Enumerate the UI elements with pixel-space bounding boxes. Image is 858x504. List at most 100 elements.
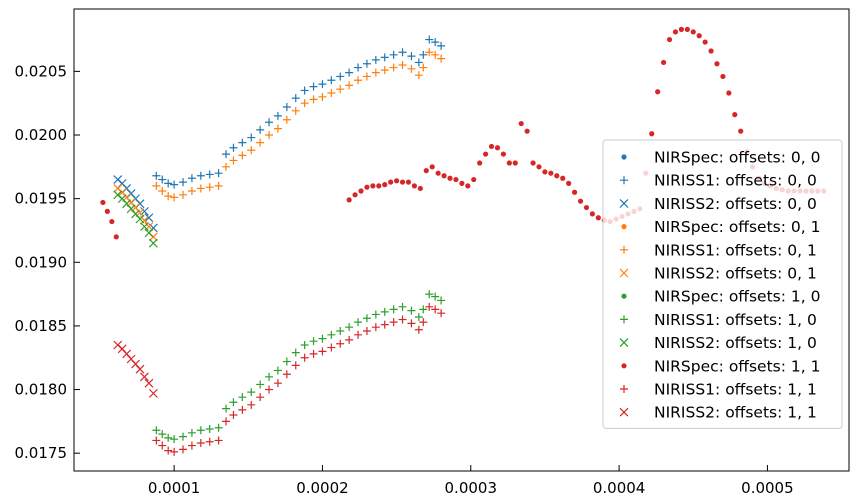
data-point	[583, 204, 590, 211]
data-point	[417, 185, 423, 192]
y-tick-label: 0.0180	[15, 381, 68, 399]
data-point	[336, 72, 345, 81]
legend-label: NIRSpec: offsets: 0, 0	[654, 149, 820, 167]
legend-item: NIRSpec: offsets: 0, 1	[621, 218, 820, 236]
data-point	[318, 347, 327, 356]
data-point	[214, 436, 223, 445]
data-point	[336, 339, 345, 348]
data-point	[362, 327, 371, 335]
data-point	[256, 393, 265, 402]
data-point	[164, 179, 173, 188]
data-point	[238, 393, 247, 402]
series-1	[152, 35, 446, 189]
data-point	[726, 90, 732, 96]
data-point	[309, 95, 318, 104]
data-point	[309, 82, 318, 91]
legend-item: NIRSpec: offsets: 1, 1	[621, 357, 820, 375]
data-point	[300, 341, 309, 349]
data-point	[437, 309, 446, 318]
data-point	[371, 323, 380, 332]
data-point	[300, 353, 309, 362]
data-point	[291, 94, 300, 103]
legend-marker	[619, 268, 629, 278]
x-tick-label: 0.0002	[296, 479, 349, 497]
data-point	[414, 325, 423, 334]
data-point	[144, 213, 154, 223]
data-point	[362, 59, 371, 68]
legend-item: NIRISS2: offsets: 0, 0	[619, 195, 817, 213]
data-point	[170, 435, 179, 444]
data-point	[595, 215, 601, 221]
data-point	[327, 330, 336, 339]
x-tick-label: 0.0003	[445, 479, 498, 497]
data-point	[690, 29, 696, 35]
data-point	[394, 178, 400, 184]
data-point	[362, 72, 371, 81]
data-point	[536, 164, 542, 170]
data-point	[238, 151, 247, 160]
data-point	[419, 50, 428, 59]
data-point	[170, 180, 179, 189]
data-point	[684, 26, 690, 32]
data-point	[113, 234, 119, 240]
data-point	[170, 193, 179, 202]
data-point	[380, 307, 389, 316]
data-point	[437, 41, 446, 50]
data-point	[158, 430, 167, 439]
data-point	[273, 366, 282, 375]
legend-item: NIRISS1: offsets: 1, 0	[620, 311, 817, 329]
data-point	[265, 372, 274, 381]
data-point	[494, 145, 501, 151]
data-point	[405, 179, 412, 185]
data-point	[187, 441, 196, 450]
data-point	[571, 189, 578, 195]
legend-item: NIRSpec: offsets: 1, 0	[621, 288, 820, 306]
data-point	[548, 170, 554, 176]
data-point	[376, 183, 382, 189]
data-point	[354, 318, 363, 327]
data-point	[407, 306, 416, 315]
data-point	[678, 26, 684, 32]
x-tick-label: 0.0005	[741, 479, 794, 497]
data-point	[389, 305, 398, 314]
data-point	[371, 55, 380, 64]
data-point	[164, 192, 173, 201]
legend-label: NIRSpec: offsets: 1, 0	[654, 288, 820, 306]
data-point	[672, 29, 679, 35]
data-point	[144, 222, 154, 232]
data-point	[196, 426, 205, 435]
data-point	[431, 38, 440, 47]
data-point	[100, 199, 106, 206]
data-point	[447, 175, 453, 181]
data-point	[318, 334, 327, 343]
data-point	[144, 378, 154, 388]
data-point	[148, 388, 158, 398]
data-point	[714, 61, 720, 67]
legend-marker	[621, 363, 627, 369]
data-point	[423, 168, 429, 174]
legend-item: NIRISS2: offsets: 1, 0	[619, 334, 817, 352]
data-point	[345, 81, 354, 90]
data-point	[429, 164, 435, 170]
data-point	[649, 131, 655, 137]
legend-marker	[620, 315, 628, 324]
data-point	[205, 183, 214, 192]
data-point	[354, 76, 363, 85]
data-point	[419, 318, 428, 327]
data-point	[425, 302, 434, 311]
data-point	[256, 380, 265, 389]
data-point	[435, 170, 441, 176]
data-point	[655, 89, 661, 95]
data-point	[380, 53, 389, 62]
data-point	[389, 318, 398, 327]
data-point	[309, 337, 318, 346]
data-point	[256, 125, 265, 134]
data-point	[222, 150, 231, 159]
legend-marker	[620, 245, 628, 254]
data-point	[179, 190, 188, 199]
data-point	[247, 133, 256, 142]
data-point	[158, 187, 167, 195]
data-point	[148, 238, 158, 248]
data-point	[389, 50, 398, 59]
legend-label: NIRISS2: offsets: 1, 0	[654, 334, 817, 352]
